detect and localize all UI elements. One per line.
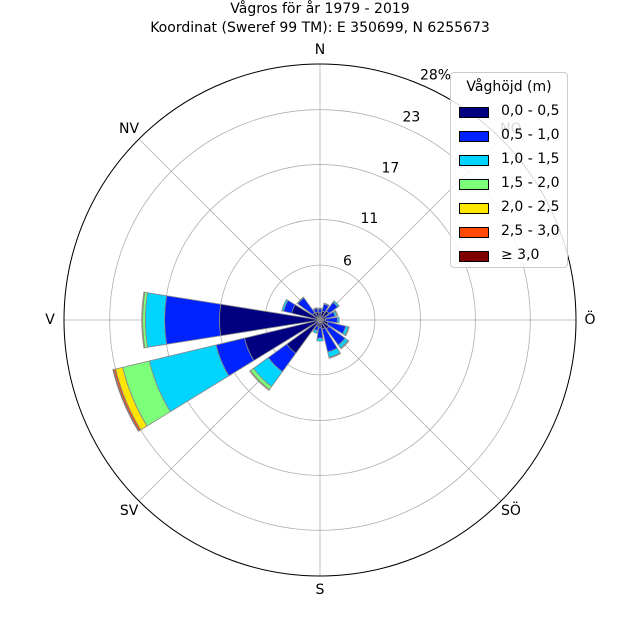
windrose-wedge bbox=[339, 339, 350, 350]
windrose-wedge bbox=[323, 302, 330, 307]
legend-swatch bbox=[459, 227, 489, 238]
windrose-wedge bbox=[317, 307, 323, 310]
direction-label: SÖ bbox=[501, 501, 521, 519]
windrose-wedge bbox=[334, 309, 339, 317]
windrose-wedge bbox=[312, 328, 318, 334]
radial-gridline bbox=[138, 138, 321, 321]
legend-label: ≥ 3,0 bbox=[501, 247, 540, 263]
legend-swatch bbox=[459, 155, 489, 166]
circle-gridline bbox=[109, 109, 531, 531]
windrose-wedge bbox=[145, 292, 167, 348]
polar-frame bbox=[63, 63, 577, 577]
windrose-wedge bbox=[344, 326, 350, 337]
legend-swatch bbox=[459, 179, 489, 190]
radial-tick-label: 28% bbox=[420, 67, 451, 83]
legend-label: 0,5 - 1,0 bbox=[501, 127, 560, 143]
radial-tick-label: 6 bbox=[343, 253, 352, 269]
direction-label: V bbox=[45, 312, 55, 328]
windrose-wedge bbox=[332, 300, 340, 308]
windrose-wedge bbox=[296, 296, 305, 305]
windrose-wedge bbox=[312, 307, 318, 311]
legend: Våghöjd (m) 0,0 - 0,5 0,5 - 1,0 1,0 - 1,… bbox=[450, 72, 568, 268]
legend-swatch bbox=[459, 107, 489, 118]
direction-label: N bbox=[315, 42, 325, 58]
legend-swatch bbox=[459, 203, 489, 214]
windrose-wedge bbox=[249, 369, 271, 391]
windrose-wedge bbox=[164, 295, 222, 345]
legend-swatch bbox=[459, 131, 489, 142]
legend-label: 2,0 - 2,5 bbox=[501, 199, 560, 215]
legend-label: 2,5 - 3,0 bbox=[501, 223, 560, 239]
legend-label: 1,0 - 1,5 bbox=[501, 151, 560, 167]
legend-label: 0,0 - 0,5 bbox=[501, 103, 560, 119]
legend-title: Våghöjd (m) bbox=[466, 79, 552, 95]
radial-tick-label: 17 bbox=[381, 160, 399, 176]
direction-label: S bbox=[316, 582, 325, 598]
radial-tick-label: 23 bbox=[402, 110, 420, 126]
chart-subtitle: Koordinat (Sweref 99 TM): E 350699, N 62… bbox=[150, 20, 490, 36]
windrose-wedge bbox=[336, 316, 340, 324]
direction-label: Ö bbox=[584, 310, 595, 328]
legend-swatch bbox=[459, 251, 489, 262]
radial-gridline bbox=[319, 319, 502, 502]
direction-label: NV bbox=[119, 121, 139, 137]
windrose-wedge bbox=[281, 298, 289, 312]
direction-label: SV bbox=[120, 503, 139, 519]
legend-label: 1,5 - 2,0 bbox=[501, 175, 560, 191]
windrose-wedge bbox=[316, 337, 324, 342]
chart-title: Vågros för år 1979 - 2019 bbox=[230, 1, 410, 17]
windrose-wedge bbox=[328, 352, 342, 359]
radial-tick-label: 11 bbox=[360, 211, 378, 227]
windrose-wedge bbox=[141, 291, 146, 349]
windrose-wedge bbox=[317, 308, 323, 314]
windrose-wedge bbox=[112, 369, 140, 432]
